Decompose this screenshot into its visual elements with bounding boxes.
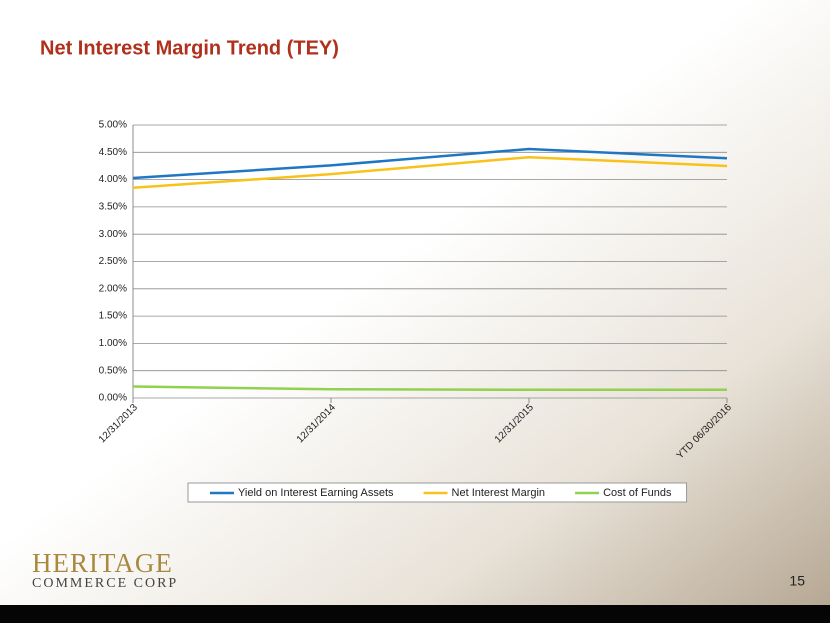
series-line bbox=[132, 385, 727, 392]
y-tick-label: 0.00% bbox=[99, 393, 127, 404]
series-line bbox=[132, 155, 728, 190]
slide-title: Net Interest Margin Trend (TEY) bbox=[40, 37, 339, 59]
y-tick-label: 5.00% bbox=[99, 120, 127, 131]
series-line bbox=[132, 147, 728, 180]
footer-bar bbox=[0, 605, 830, 623]
y-tick-label: 2.00% bbox=[99, 283, 127, 294]
background bbox=[0, 0, 830, 605]
y-tick-label: 4.00% bbox=[99, 174, 127, 185]
y-tick-label: 3.00% bbox=[99, 229, 127, 240]
y-tick-label: 1.00% bbox=[99, 338, 127, 349]
y-tick-label: 0.50% bbox=[99, 365, 127, 376]
logo-tagline: COMMERCE CORP bbox=[32, 576, 178, 591]
y-tick-label: 4.50% bbox=[99, 147, 127, 158]
legend-label: Yield on Interest Earning Assets bbox=[238, 487, 394, 499]
y-tick-label: 3.50% bbox=[99, 202, 127, 213]
legend-label: Cost of Funds bbox=[603, 487, 672, 499]
logo-name: HERITAGE bbox=[32, 548, 173, 578]
y-tick-label: 1.50% bbox=[99, 311, 127, 322]
page-number: 15 bbox=[789, 573, 805, 589]
y-tick-label: 2.50% bbox=[99, 256, 127, 267]
legend-label: Net Interest Margin bbox=[452, 487, 546, 499]
